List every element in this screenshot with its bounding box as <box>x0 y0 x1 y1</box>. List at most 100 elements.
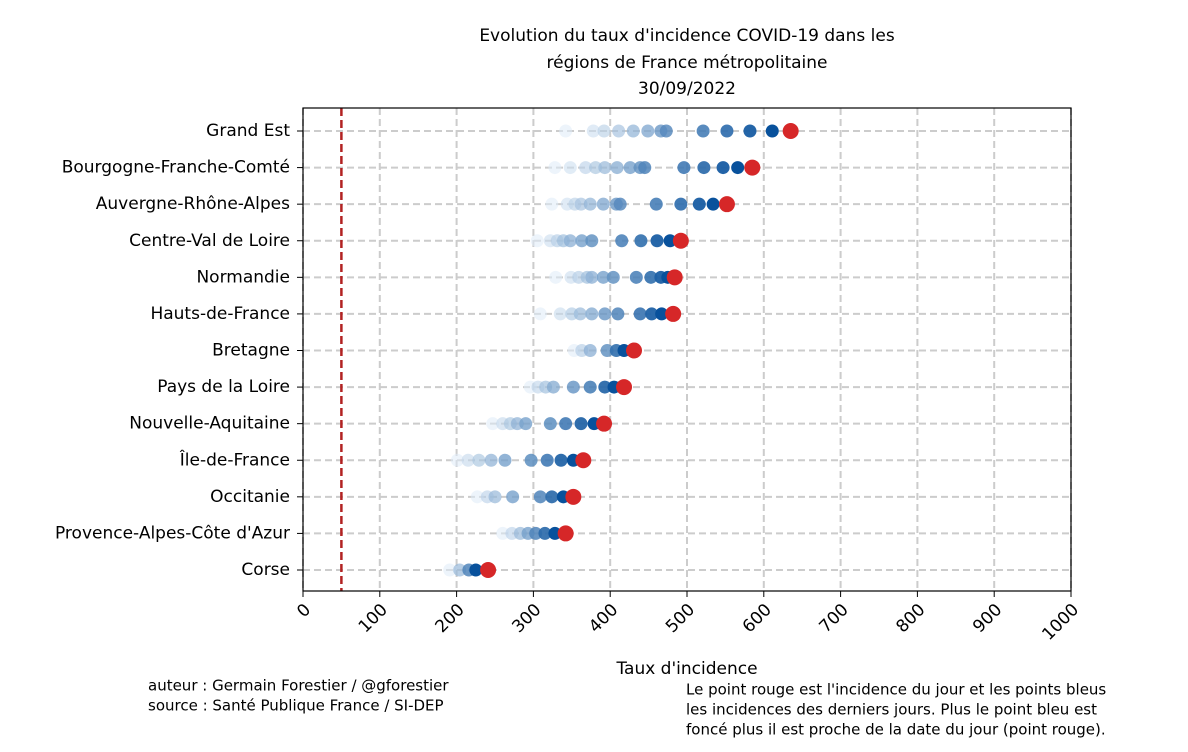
note: Le point rouge est l'incidence du jour e… <box>686 681 1106 699</box>
history-point <box>597 124 611 138</box>
x-tick-label: 0 <box>293 600 315 622</box>
current-point <box>782 123 799 139</box>
y-tick-label: Provence-Alpes-Côte d'Azur <box>55 523 290 543</box>
note: foncé plus il est proche de la date du j… <box>686 721 1106 739</box>
history-point <box>548 526 562 540</box>
current-point <box>626 342 643 359</box>
history-point <box>615 234 629 248</box>
y-tick-label: Centre-Val de Loire <box>129 231 290 251</box>
history-point <box>613 197 627 211</box>
x-axis-label: Taux d'incidence <box>615 659 757 679</box>
history-point <box>644 270 658 284</box>
history-point <box>731 161 745 175</box>
history-point <box>470 490 484 504</box>
x-tick-label: 1000 <box>1038 600 1083 645</box>
history-point <box>634 234 648 248</box>
x-tick-label: 600 <box>739 600 776 637</box>
history-point <box>554 453 568 467</box>
history-point <box>533 307 547 321</box>
y-tick-label: Île-de-France <box>179 448 290 470</box>
history-point <box>559 124 573 138</box>
history-point <box>498 453 512 467</box>
history-point <box>583 380 597 394</box>
chart-title: régions de France métropolitaine <box>547 53 828 73</box>
history-point <box>606 270 620 284</box>
y-tick-label: Occitanie <box>210 487 290 507</box>
history-point <box>720 124 734 138</box>
x-tick-label: 300 <box>508 600 545 637</box>
history-point <box>579 161 593 175</box>
current-point <box>575 452 592 469</box>
history-point <box>559 417 573 431</box>
history-point <box>598 380 612 394</box>
history-point <box>533 490 547 504</box>
credit: auteur : Germain Forestier / @gforestier <box>148 677 449 695</box>
history-point <box>610 161 624 175</box>
history-point <box>563 161 577 175</box>
history-point <box>663 234 677 248</box>
plot-frame <box>302 107 1072 592</box>
current-point <box>616 379 633 396</box>
x-tick-label: 700 <box>816 600 853 637</box>
history-point <box>585 234 599 248</box>
y-tick-label: Normandie <box>196 267 290 287</box>
history-point <box>524 453 538 467</box>
history-point <box>583 344 597 357</box>
history-point <box>538 526 552 540</box>
history-point <box>598 161 612 175</box>
history-point <box>677 161 691 175</box>
x-tick-label: 500 <box>662 600 699 637</box>
history-point <box>612 124 626 138</box>
history-point <box>548 161 562 175</box>
history-point <box>553 307 567 321</box>
y-tick-label: Corse <box>241 560 290 580</box>
current-point <box>718 196 735 213</box>
history-point <box>716 161 730 175</box>
history-point <box>583 197 597 211</box>
history-point <box>629 270 643 284</box>
history-point <box>585 270 599 284</box>
history-point <box>543 417 557 431</box>
history-point <box>496 526 510 540</box>
history-point <box>596 197 610 211</box>
history-point <box>743 124 757 138</box>
history-point <box>585 307 599 321</box>
history-point <box>530 234 544 248</box>
history-point <box>575 234 589 248</box>
history-point <box>529 526 543 540</box>
history-point <box>469 563 483 577</box>
y-tick-label: Hauts-de-France <box>150 304 290 324</box>
history-point <box>519 417 533 431</box>
history-point <box>549 270 563 284</box>
current-point <box>565 488 582 505</box>
x-tick-label: 900 <box>969 600 1006 637</box>
history-point <box>692 197 706 211</box>
history-point <box>573 307 587 321</box>
history-point <box>626 124 640 138</box>
current-point <box>665 305 682 322</box>
history-point <box>645 307 659 321</box>
history-point <box>655 307 669 321</box>
x-tick-label: 100 <box>355 600 392 637</box>
history-point <box>697 161 711 175</box>
history-point <box>563 234 577 248</box>
history-point <box>443 563 457 577</box>
note: les incidences des derniers jours. Plus … <box>686 701 1097 719</box>
current-point <box>744 159 761 176</box>
history-point <box>486 417 500 431</box>
history-point <box>633 307 647 321</box>
history-point <box>611 307 625 321</box>
history-point <box>545 197 559 211</box>
history-point <box>540 453 554 467</box>
history-point <box>546 380 560 394</box>
history-point <box>472 453 486 467</box>
history-point <box>484 453 498 467</box>
x-tick-label: 400 <box>585 600 622 637</box>
history-point <box>461 453 475 467</box>
history-point <box>453 563 467 577</box>
history-point <box>589 161 603 175</box>
history-point <box>566 380 580 394</box>
history-point <box>598 307 612 321</box>
history-point <box>450 453 464 467</box>
